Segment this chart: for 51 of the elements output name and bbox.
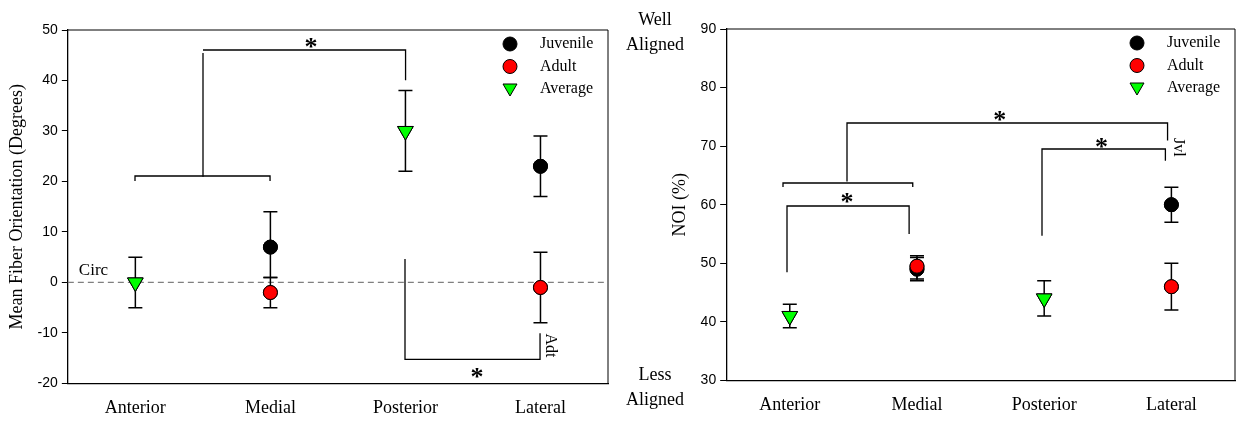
annotation: Jvl <box>1170 137 1188 158</box>
annotation: * <box>470 362 484 392</box>
y-axis-title: Mean Fiber Orientation (Degrees) <box>5 83 27 330</box>
point <box>781 310 799 326</box>
point <box>127 277 144 292</box>
y-tick-label: 70 <box>700 136 717 153</box>
point <box>532 279 548 295</box>
point <box>1035 293 1053 308</box>
x-tick-label: Anterior <box>104 396 166 417</box>
x-tick-label: Medial <box>891 393 943 414</box>
y-tick-label: 60 <box>700 195 717 212</box>
x-tick-label: Posterior <box>372 396 438 417</box>
legend-label: Adult <box>540 56 577 74</box>
point <box>397 125 414 141</box>
y-tick-label: -20 <box>37 374 59 391</box>
y-tick-label: 80 <box>700 78 717 95</box>
annotation: * <box>304 32 318 62</box>
point <box>532 158 548 174</box>
y-tick-label: 90 <box>700 19 717 36</box>
annotation: * <box>840 187 854 217</box>
ref-line-label: Circ <box>78 260 109 280</box>
text: Less Aligned <box>626 364 684 410</box>
annotation: Adt <box>542 333 560 359</box>
annotation: * <box>993 104 1007 134</box>
legend-label: Average <box>540 79 593 98</box>
point <box>262 239 278 255</box>
legend-label: Adult <box>1167 55 1204 73</box>
y-tick-label: 30 <box>700 371 717 388</box>
y-tick-label: 20 <box>42 172 59 189</box>
y-tick-label: 30 <box>42 121 59 138</box>
annotation: * <box>1094 131 1108 161</box>
y-tick-label: 50 <box>700 254 717 271</box>
y-tick-label: -10 <box>37 323 59 340</box>
y-axis-title: NOI (%) <box>668 172 690 237</box>
x-tick-label: Lateral <box>1145 393 1197 414</box>
y-tick-label: 10 <box>42 222 59 239</box>
x-tick-label: Anterior <box>759 393 821 414</box>
y-tick-label: 0 <box>50 273 59 290</box>
text: Well Aligned <box>626 8 684 54</box>
y-tick-label: 40 <box>42 71 59 88</box>
y-tick-label: 40 <box>700 312 717 329</box>
x-tick-label: Medial <box>244 396 296 417</box>
y-tick-label: 50 <box>42 20 59 37</box>
point <box>262 285 278 301</box>
point <box>1163 279 1179 295</box>
legend-label: Juvenile <box>1167 33 1221 51</box>
legend-label: Juvenile <box>540 34 594 52</box>
legend-label: Average <box>1167 78 1220 97</box>
x-tick-label: Posterior <box>1011 393 1077 414</box>
x-tick-label: Lateral <box>514 396 566 417</box>
point <box>1163 197 1179 213</box>
